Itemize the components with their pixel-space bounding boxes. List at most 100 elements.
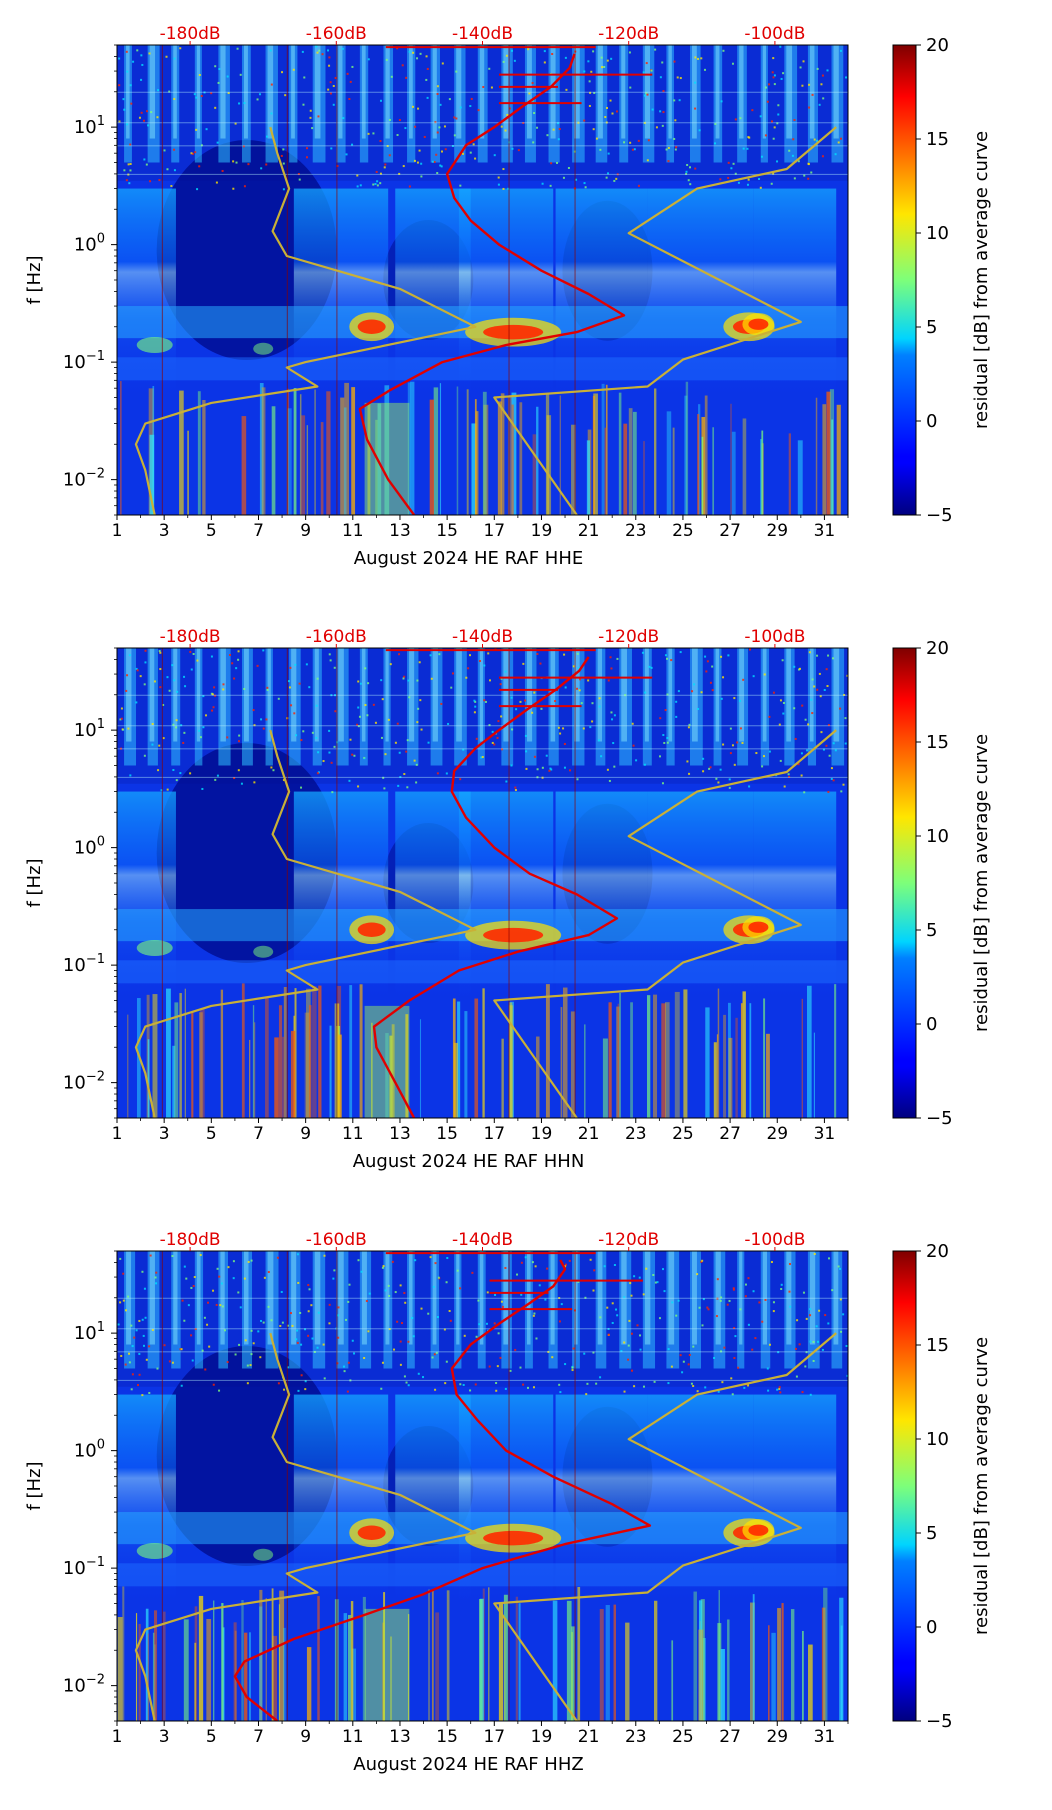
noise-speckle bbox=[367, 132, 370, 135]
low-frequency-streak bbox=[661, 1003, 666, 1118]
noise-speckle bbox=[194, 151, 197, 154]
colorbar-tick-label: 5 bbox=[926, 1523, 937, 1544]
noise-speckle bbox=[402, 677, 405, 680]
noise-speckle bbox=[396, 1320, 399, 1323]
noise-speckle bbox=[435, 153, 438, 156]
noise-speckle bbox=[716, 1278, 719, 1281]
noise-speckle bbox=[569, 769, 572, 772]
low-frequency-streak bbox=[198, 1595, 204, 1721]
noise-speckle bbox=[179, 1348, 182, 1351]
noise-speckle bbox=[201, 787, 204, 790]
noise-speckle bbox=[696, 1273, 699, 1276]
low-frequency-streak bbox=[120, 381, 122, 515]
noise-speckle bbox=[363, 757, 366, 760]
noise-speckle bbox=[212, 1289, 215, 1292]
noise-speckle bbox=[635, 759, 638, 762]
noise-speckle bbox=[127, 727, 130, 730]
noise-speckle bbox=[777, 113, 780, 116]
noise-speckle bbox=[119, 1301, 122, 1304]
noise-speckle bbox=[266, 135, 269, 138]
noise-speckle bbox=[667, 146, 670, 149]
noise-speckle bbox=[282, 779, 285, 782]
noise-speckle bbox=[183, 1319, 186, 1322]
noise-speckle bbox=[282, 148, 285, 151]
noise-speckle bbox=[195, 96, 198, 99]
low-frequency-streak bbox=[693, 1591, 697, 1721]
noise-speckle bbox=[190, 1334, 193, 1337]
noise-speckle bbox=[283, 1388, 286, 1391]
low-frequency-streak bbox=[515, 1596, 519, 1721]
daily-streak bbox=[784, 1251, 796, 1369]
noise-speckle bbox=[414, 125, 417, 128]
noise-speckle bbox=[282, 188, 285, 191]
noise-speckle bbox=[579, 678, 582, 681]
low-frequency-streak bbox=[571, 1626, 575, 1721]
noise-speckle bbox=[739, 700, 742, 703]
noise-speckle bbox=[599, 677, 602, 680]
noise-speckle bbox=[661, 124, 664, 127]
noise-speckle bbox=[405, 76, 408, 79]
noise-speckle bbox=[183, 1265, 186, 1268]
noise-speckle bbox=[131, 1345, 134, 1348]
noise-speckle bbox=[662, 734, 665, 737]
noise-speckle bbox=[262, 727, 265, 730]
daily-streak bbox=[692, 648, 698, 742]
noise-speckle bbox=[296, 1253, 299, 1256]
x-tick-label: 11 bbox=[342, 1727, 364, 1747]
noise-speckle bbox=[499, 1356, 502, 1359]
noise-speckle bbox=[558, 1383, 561, 1386]
low-frequency-streak bbox=[546, 415, 552, 515]
noise-speckle bbox=[587, 60, 590, 63]
daily-streak bbox=[784, 45, 798, 163]
noise-speckle bbox=[128, 1361, 131, 1364]
noise-speckle bbox=[214, 65, 217, 68]
noise-speckle bbox=[391, 1260, 394, 1263]
noise-speckle bbox=[250, 1259, 253, 1262]
noise-speckle bbox=[648, 665, 651, 668]
noise-speckle bbox=[811, 678, 814, 681]
noise-speckle bbox=[238, 102, 241, 105]
noise-speckle bbox=[586, 1382, 589, 1385]
noise-speckle bbox=[420, 728, 423, 731]
x-axis-label: August 2024 HE RAF HHN bbox=[353, 1151, 585, 1172]
noise-speckle bbox=[237, 1291, 240, 1294]
noise-speckle bbox=[393, 1348, 396, 1351]
noise-speckle bbox=[788, 149, 791, 152]
low-frequency-streak bbox=[349, 985, 353, 1118]
noise-speckle bbox=[642, 71, 645, 74]
noise-speckle bbox=[473, 711, 476, 714]
daily-streak bbox=[786, 648, 791, 742]
low-frequency-streak bbox=[840, 1625, 843, 1721]
noise-speckle bbox=[522, 662, 525, 665]
noise-speckle bbox=[200, 144, 203, 147]
noise-speckle bbox=[328, 751, 331, 754]
low-frequency-streak bbox=[654, 1600, 658, 1721]
noise-speckle bbox=[646, 93, 649, 96]
noise-speckle bbox=[191, 152, 194, 155]
noise-speckle bbox=[148, 1391, 151, 1394]
noise-speckle bbox=[372, 703, 375, 706]
noise-speckle bbox=[493, 154, 496, 157]
noise-speckle bbox=[260, 1319, 263, 1322]
noise-speckle bbox=[631, 722, 634, 725]
noise-speckle bbox=[615, 1308, 618, 1311]
noise-speckle bbox=[729, 727, 732, 730]
noise-speckle bbox=[743, 1386, 746, 1389]
noise-speckle bbox=[493, 1322, 496, 1325]
daily-streak bbox=[713, 45, 723, 163]
noise-speckle bbox=[571, 1366, 574, 1369]
noise-speckle bbox=[238, 740, 241, 743]
low-frequency-streak bbox=[698, 1629, 704, 1721]
noise-speckle bbox=[388, 118, 391, 121]
noise-speckle bbox=[316, 772, 319, 775]
noise-speckle bbox=[118, 57, 121, 60]
noise-speckle bbox=[252, 709, 255, 712]
noise-speckle bbox=[726, 1303, 729, 1306]
noise-speckle bbox=[616, 1314, 619, 1317]
noise-speckle bbox=[641, 651, 644, 654]
noise-speckle bbox=[379, 139, 382, 142]
noise-speckle bbox=[782, 701, 785, 704]
noise-speckle bbox=[777, 104, 780, 107]
noise-speckle bbox=[353, 754, 356, 757]
noise-speckle bbox=[591, 702, 594, 705]
